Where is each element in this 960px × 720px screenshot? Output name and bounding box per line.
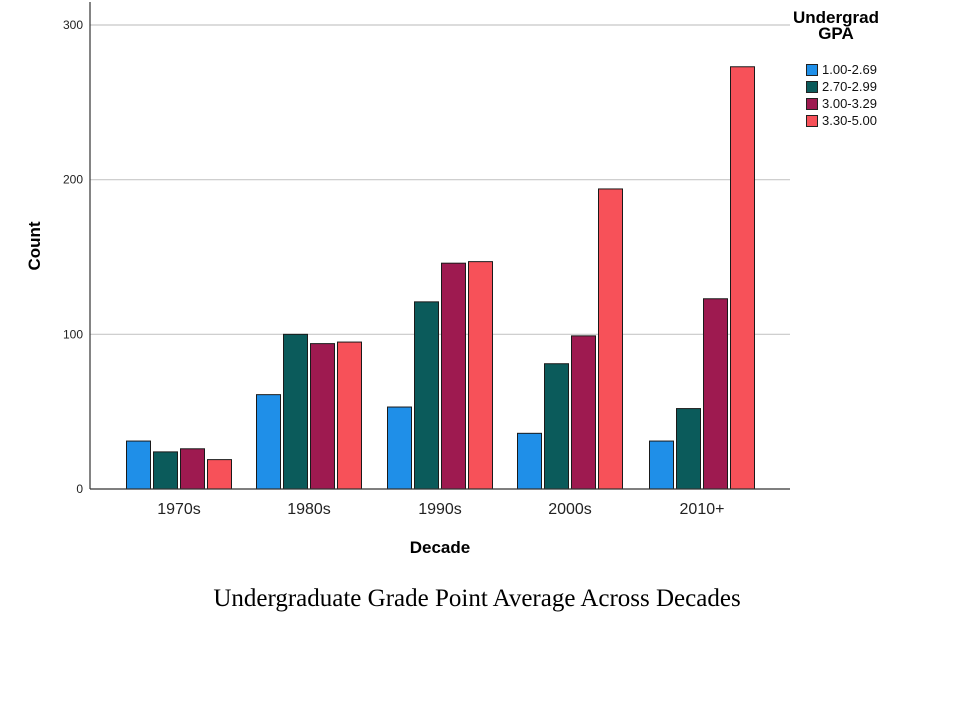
legend-swatch [806, 63, 818, 76]
y-tick-label: 100 [63, 327, 83, 341]
bar-1980s-series-2 [283, 333, 308, 490]
bar-2000s-series-2 [544, 363, 569, 490]
bar-2000s-series-3 [571, 335, 596, 490]
bar-1990s-series-1 [387, 406, 412, 490]
bar-1970s-series-4 [207, 459, 232, 490]
bar-2010plus-series-2 [676, 408, 701, 490]
bar-1980s-series-3 [310, 343, 335, 490]
bar-2000s-series-1 [517, 432, 542, 490]
x-tick-label: 1980s [287, 501, 331, 518]
legend-title-line-1: Undergrad [793, 8, 879, 27]
bar-1970s-series-3 [180, 448, 205, 490]
legend-item: 2.70-2.99 [806, 78, 877, 95]
y-tick-label: 300 [63, 18, 83, 32]
legend-item: 1.00-2.69 [806, 61, 877, 78]
bar-1990s-series-4 [468, 261, 493, 490]
legend-swatch [806, 97, 818, 110]
bar-1990s-series-3 [441, 262, 466, 490]
bar-2000s-series-4 [598, 188, 623, 490]
y-axis-title: Count [25, 221, 44, 270]
legend: 1.00-2.69 2.70-2.99 3.00-3.29 3.30-5.00 [806, 61, 877, 129]
bar-1980s-series-4 [337, 341, 362, 490]
y-tick-label: 0 [76, 482, 83, 496]
legend-item: 3.30-5.00 [806, 112, 877, 129]
bar-2010plus-series-3 [703, 298, 728, 490]
x-tick-label: 1970s [157, 501, 201, 518]
x-axis-title: Decade [410, 538, 470, 557]
legend-label: 3.30-5.00 [822, 113, 877, 128]
axes [89, 2, 790, 490]
bar-1990s-series-2 [414, 301, 439, 490]
x-tick-label: 2000s [548, 501, 592, 518]
legend-swatch [806, 80, 818, 93]
bar-1970s-series-1 [126, 440, 151, 490]
x-tick-label: 2010+ [680, 501, 725, 518]
legend-label: 1.00-2.69 [822, 62, 877, 77]
legend-label: 2.70-2.99 [822, 79, 877, 94]
legend-title-line-2: GPA [818, 24, 854, 43]
legend-label: 3.00-3.29 [822, 96, 877, 111]
legend-title: Undergrad GPA [788, 8, 884, 43]
legend-swatch [806, 114, 818, 127]
bar-1980s-series-1 [256, 394, 281, 490]
x-tick-label: 1990s [418, 501, 462, 518]
figure-caption: Undergraduate Grade Point Average Across… [213, 585, 741, 612]
gridlines [90, 24, 790, 335]
bar-2010plus-series-1 [649, 440, 674, 490]
legend-item: 3.00-3.29 [806, 95, 877, 112]
bar-1970s-series-2 [153, 451, 178, 490]
tick-labels: 0 100 200 300 1970s 1980s 1990s 2000s 2010+ [63, 18, 725, 518]
bars [126, 66, 755, 490]
y-tick-label: 200 [63, 173, 83, 187]
bar-2010plus-series-4 [730, 66, 755, 490]
